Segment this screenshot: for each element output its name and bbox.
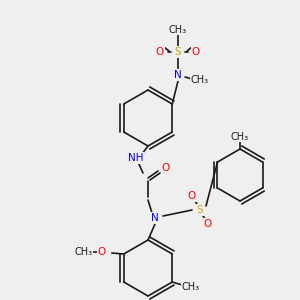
Text: CH₃: CH₃ — [191, 75, 209, 85]
Text: O: O — [192, 47, 200, 57]
Text: O: O — [98, 247, 106, 257]
Text: CH₃: CH₃ — [181, 282, 199, 292]
Text: N: N — [151, 213, 159, 223]
Text: CH₃: CH₃ — [75, 247, 93, 257]
Text: CH₃: CH₃ — [169, 25, 187, 35]
Text: O: O — [156, 47, 164, 57]
Text: N: N — [174, 70, 182, 80]
Text: O: O — [204, 219, 212, 229]
Text: O: O — [162, 163, 170, 173]
Text: S: S — [197, 205, 203, 215]
Text: CH₃: CH₃ — [231, 132, 249, 142]
Text: S: S — [175, 47, 181, 57]
Text: NH: NH — [128, 153, 144, 163]
Text: O: O — [188, 191, 196, 201]
